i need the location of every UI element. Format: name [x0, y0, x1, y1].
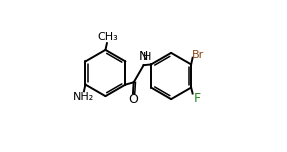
Text: H: H	[143, 52, 152, 62]
Text: N: N	[139, 50, 148, 64]
Text: F: F	[193, 92, 201, 105]
Text: NH₂: NH₂	[73, 92, 94, 102]
Text: Br: Br	[192, 50, 204, 60]
Text: CH₃: CH₃	[97, 32, 118, 42]
Text: O: O	[128, 93, 138, 106]
